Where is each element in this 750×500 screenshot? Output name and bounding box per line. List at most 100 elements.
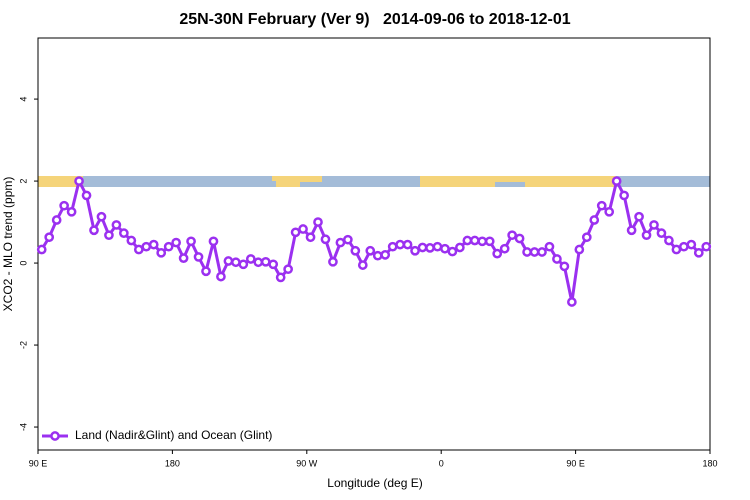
data-point bbox=[290, 227, 301, 238]
x-tick-label: 180 bbox=[165, 458, 180, 468]
data-point bbox=[425, 243, 435, 253]
data-point bbox=[634, 211, 644, 222]
data-point bbox=[51, 215, 62, 225]
land-strip bbox=[300, 176, 322, 182]
data-point bbox=[74, 176, 84, 186]
data-point bbox=[260, 256, 271, 267]
data-point bbox=[395, 239, 405, 250]
data-point bbox=[611, 176, 622, 186]
data-point bbox=[238, 259, 249, 270]
data-point bbox=[537, 247, 547, 257]
data-point bbox=[178, 253, 189, 263]
land-strip bbox=[420, 176, 616, 187]
data-point bbox=[671, 244, 682, 255]
data-point bbox=[417, 242, 428, 253]
x-axis-label: Longitude (deg E) bbox=[327, 476, 422, 490]
data-point bbox=[656, 228, 667, 238]
data-point bbox=[641, 230, 652, 241]
data-point bbox=[313, 217, 323, 227]
data-point bbox=[402, 239, 413, 250]
data-point bbox=[664, 235, 674, 246]
data-point bbox=[567, 297, 577, 307]
data-point bbox=[186, 236, 196, 247]
data-point bbox=[231, 257, 241, 268]
data-point bbox=[477, 236, 488, 247]
data-point bbox=[193, 252, 204, 262]
data-point bbox=[201, 266, 211, 277]
data-point bbox=[552, 254, 562, 264]
data-point bbox=[484, 236, 495, 247]
data-point bbox=[148, 239, 159, 250]
data-point bbox=[96, 211, 107, 222]
data-point bbox=[626, 225, 637, 236]
y-tick-label: 4 bbox=[18, 97, 28, 102]
data-point bbox=[462, 235, 473, 246]
data-point bbox=[171, 237, 181, 248]
y-tick-label: 2 bbox=[18, 179, 28, 184]
data-point bbox=[499, 243, 510, 254]
x-tick-label: 90 W bbox=[296, 458, 318, 468]
data-point bbox=[507, 230, 517, 241]
ocean-strip bbox=[495, 182, 525, 187]
data-point bbox=[305, 232, 316, 243]
data-point bbox=[380, 250, 391, 260]
data-point bbox=[372, 250, 383, 261]
x-tick-label: 90 E bbox=[29, 458, 48, 468]
data-point bbox=[410, 245, 420, 256]
data-point bbox=[447, 246, 458, 257]
data-point bbox=[649, 220, 659, 230]
data-point bbox=[89, 225, 99, 236]
x-tick-label: 90 E bbox=[566, 458, 585, 468]
data-point bbox=[701, 241, 712, 252]
data-point bbox=[469, 235, 480, 246]
data-point bbox=[387, 241, 398, 252]
data-point bbox=[133, 244, 144, 255]
data-point bbox=[268, 259, 279, 270]
data-point bbox=[574, 244, 585, 255]
plot-frame bbox=[37, 37, 711, 451]
data-point bbox=[275, 272, 286, 283]
series-line bbox=[40, 176, 708, 303]
data-point bbox=[59, 200, 69, 211]
data-point bbox=[492, 248, 503, 259]
data-point bbox=[141, 241, 152, 252]
data-point bbox=[216, 271, 226, 282]
data-point bbox=[619, 190, 629, 201]
ocean-strip bbox=[38, 176, 710, 187]
data-point bbox=[36, 244, 47, 255]
data-point bbox=[350, 245, 361, 256]
data-point bbox=[81, 190, 92, 201]
data-point bbox=[335, 237, 346, 248]
data-point bbox=[245, 254, 256, 264]
y-tick-label: 0 bbox=[18, 261, 28, 266]
data-point bbox=[283, 264, 293, 275]
data-point bbox=[328, 256, 338, 267]
data-point bbox=[596, 200, 607, 211]
data-point bbox=[126, 235, 137, 246]
data-point bbox=[604, 206, 615, 217]
data-point bbox=[44, 232, 55, 243]
data-point bbox=[529, 247, 540, 257]
data-point bbox=[357, 260, 368, 270]
x-tick-label: 0 bbox=[439, 458, 444, 468]
data-point bbox=[432, 241, 443, 252]
data-point bbox=[455, 242, 465, 253]
data-point bbox=[440, 243, 450, 254]
data-point bbox=[686, 239, 697, 250]
data-point bbox=[223, 256, 234, 266]
data-point bbox=[253, 257, 264, 268]
y-tick-label: -2 bbox=[18, 341, 28, 349]
chart-title: 25N-30N February (Ver 9) 2014-09-06 to 2… bbox=[179, 11, 570, 28]
data-point bbox=[298, 224, 308, 234]
legend-label: Land (Nadir&Glint) and Ocean (Glint) bbox=[75, 428, 272, 442]
data-point bbox=[693, 247, 704, 258]
x-tick-label: 180 bbox=[702, 458, 717, 468]
data-point bbox=[66, 206, 77, 217]
data-point bbox=[111, 220, 122, 230]
data-point bbox=[119, 228, 129, 238]
data-point bbox=[343, 234, 353, 245]
data-point bbox=[544, 241, 555, 252]
y-axis-label: XCO2 - MLO trend (ppm) bbox=[1, 177, 15, 312]
data-point bbox=[581, 232, 592, 243]
data-point bbox=[104, 230, 114, 241]
